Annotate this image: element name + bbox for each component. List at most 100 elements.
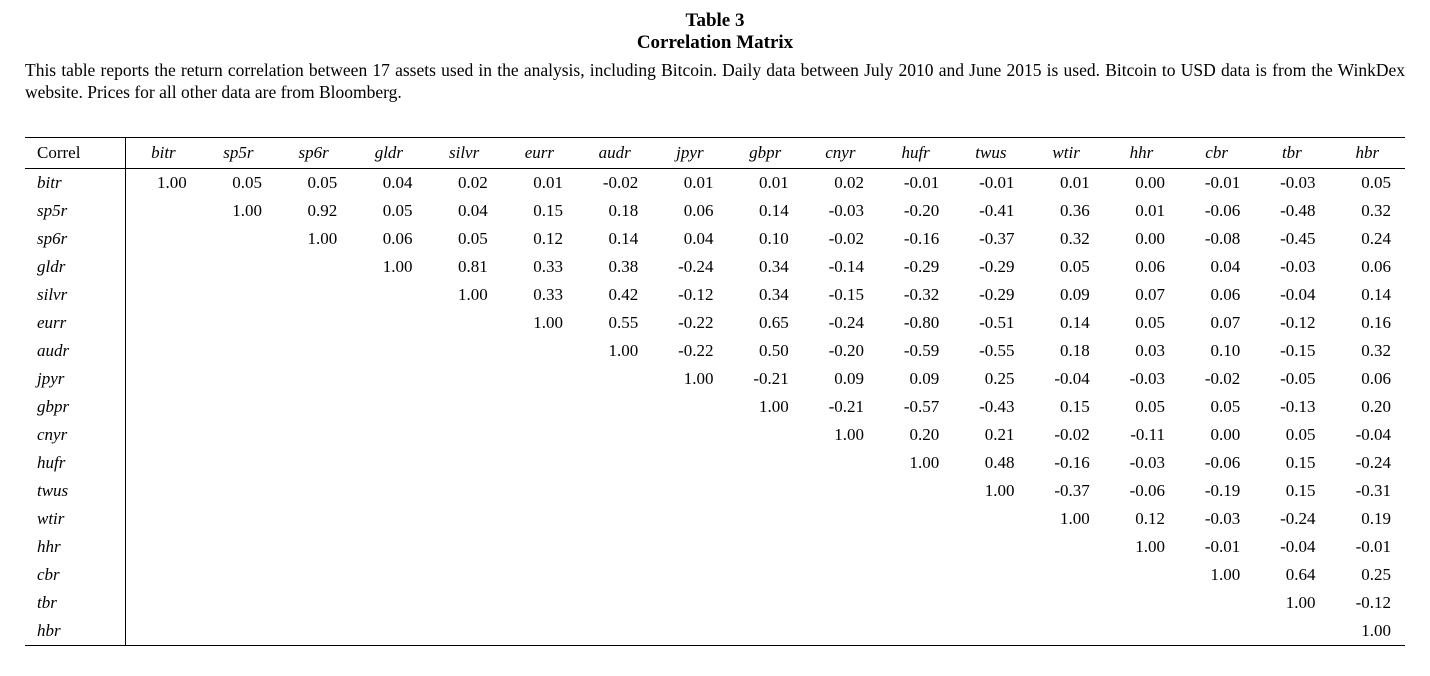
column-header-cnyr: cnyr (802, 137, 878, 169)
cell-hhr-wtir (1029, 533, 1104, 561)
cell-tbr-hufr (878, 589, 953, 617)
cell-sp5r-silvr: 0.04 (458, 201, 488, 220)
cell-eurr-gbpr: 0.65 (759, 313, 789, 332)
cell-sp5r-bitr (126, 197, 201, 225)
cell-hufr-bitr (126, 449, 201, 477)
cell-tbr-cbr (1179, 589, 1254, 617)
cell-wtir-cbr: -0.03 (1204, 509, 1241, 528)
cell-cbr-cnyr (803, 561, 878, 589)
cell-audr-wtir: 0.18 (1060, 341, 1090, 360)
row-label-jpyr: jpyr (25, 365, 126, 393)
cell-gldr-wtir: 0.05 (1060, 257, 1090, 276)
cell-hbr-wtir (1029, 617, 1104, 646)
row-label-hhr: hhr (25, 533, 126, 561)
cell-hbr-cnyr (803, 617, 878, 646)
cell-sp5r-sp5r: 1.00 (232, 201, 262, 220)
cell-sp6r-hbr: 0.24 (1361, 229, 1391, 248)
cell-cbr-wtir (1029, 561, 1104, 589)
cell-hufr-cnyr (803, 449, 878, 477)
cell-gbpr-audr (577, 393, 652, 421)
cell-hbr-silvr (427, 617, 502, 646)
column-header-tbr: tbr (1254, 137, 1330, 169)
cell-sp5r-gbpr: 0.14 (759, 201, 789, 220)
cell-cbr-eurr (502, 561, 577, 589)
cell-hbr-audr (577, 617, 652, 646)
cell-gldr-twus: -0.29 (979, 257, 1015, 276)
cell-hufr-silvr (427, 449, 502, 477)
column-header-jpyr: jpyr (652, 137, 728, 169)
table-description: This table reports the return correlatio… (25, 60, 1405, 102)
cell-audr-silvr (427, 337, 502, 365)
cell-bitr-tbr: -0.03 (1280, 173, 1316, 192)
table-row-audr: audr 1.00 -0.22 0.50 -0.20 -0.59 -0.55 0.18 0.03… (25, 337, 1405, 365)
cell-wtir-sp6r (276, 505, 351, 533)
cell-hufr-cbr: -0.06 (1204, 453, 1241, 472)
cell-hhr-sp5r (201, 533, 276, 561)
cell-sp6r-gbpr: 0.10 (759, 229, 789, 248)
cell-eurr-eurr: 1.00 (533, 313, 563, 332)
cell-jpyr-tbr: -0.05 (1280, 369, 1316, 388)
cell-gbpr-eurr (502, 393, 577, 421)
row-label-cbr: cbr (25, 561, 126, 589)
cell-hhr-cbr: -0.01 (1204, 537, 1241, 556)
row-label-gldr: gldr (25, 253, 126, 281)
cell-hhr-tbr: -0.04 (1280, 537, 1316, 556)
cell-cnyr-cnyr: 1.00 (834, 425, 864, 444)
cell-twus-cnyr (803, 477, 878, 505)
cell-silvr-silvr: 1.00 (458, 285, 488, 304)
cell-gldr-bitr (126, 253, 201, 281)
cell-bitr-sp5r: 0.05 (232, 173, 262, 192)
cell-eurr-hufr: -0.80 (903, 313, 940, 332)
cell-jpyr-sp6r (276, 365, 351, 393)
cell-sp5r-hhr: 0.01 (1135, 201, 1165, 220)
cell-silvr-twus: -0.29 (979, 285, 1015, 304)
cell-wtir-hbr: 0.19 (1361, 509, 1391, 528)
cell-wtir-silvr (427, 505, 502, 533)
table-row-gldr: gldr 1.00 0.81 0.33 0.38 -0.24 0.34 -0.14 -0.29 -… (25, 253, 1405, 281)
cell-bitr-twus: -0.01 (979, 173, 1015, 192)
cell-tbr-gldr (351, 589, 426, 617)
cell-tbr-twus (953, 589, 1028, 617)
cell-audr-cbr: 0.10 (1210, 341, 1241, 360)
cell-cbr-gldr (351, 561, 426, 589)
cell-twus-twus: 1.00 (984, 481, 1015, 500)
cell-cbr-bitr (126, 561, 201, 589)
cell-gbpr-gldr (351, 393, 426, 421)
cell-gbpr-cnyr: -0.21 (828, 397, 864, 416)
cell-gbpr-hbr: 0.20 (1361, 397, 1391, 416)
cell-hufr-sp5r (201, 449, 276, 477)
cell-audr-hbr: 0.32 (1361, 341, 1391, 360)
table-header: Correl bitr sp5r sp6r gldr silvr eurr audr jpyr g… (25, 137, 1405, 169)
cell-cnyr-jpyr (652, 421, 727, 449)
cell-gldr-cbr: 0.04 (1210, 257, 1241, 276)
cell-gldr-hbr: 0.06 (1361, 257, 1391, 276)
table-row-gbpr: gbpr 1.00 -0.21 -0.57 -0.43 0.15 0.05 0.05 -0.13… (25, 393, 1405, 421)
row-label-wtir: wtir (25, 505, 126, 533)
cell-eurr-twus: -0.51 (979, 313, 1015, 332)
row-label-cnyr: cnyr (25, 421, 126, 449)
row-label-bitr: bitr (25, 168, 126, 197)
cell-gbpr-bitr (126, 393, 201, 421)
cell-hbr-jpyr (652, 617, 727, 646)
cell-gbpr-sp6r (276, 393, 351, 421)
cell-hufr-gldr (351, 449, 426, 477)
cell-gbpr-sp5r (201, 393, 276, 421)
table-row-sp6r: sp6r 1.00 0.06 0.05 0.12 0.14 0.04 0.10 -0.02 -0.… (25, 225, 1405, 253)
cell-cnyr-sp6r (276, 421, 351, 449)
cell-hufr-jpyr (652, 449, 727, 477)
cell-cbr-tbr: 0.64 (1285, 565, 1316, 584)
table-row-silvr: silvr 1.00 0.33 0.42 -0.12 0.34 -0.15 -0.32 -0.2… (25, 281, 1405, 309)
cell-bitr-silvr: 0.02 (458, 173, 488, 192)
table-row-sp5r: sp5r 1.00 0.92 0.05 0.04 0.15 0.18 0.06 0.14 -0.0… (25, 197, 1405, 225)
cell-silvr-gldr (351, 281, 426, 309)
cell-silvr-wtir: 0.09 (1060, 285, 1090, 304)
cell-tbr-sp6r (276, 589, 351, 617)
cell-wtir-gbpr (728, 505, 803, 533)
cell-sp6r-tbr: -0.45 (1280, 229, 1316, 248)
cell-tbr-audr (577, 589, 652, 617)
cell-sp6r-eurr: 0.12 (533, 229, 563, 248)
cell-twus-bitr (126, 477, 201, 505)
cell-bitr-hhr: 0.00 (1135, 173, 1165, 192)
cell-cbr-hhr (1104, 561, 1179, 589)
cell-audr-jpyr: -0.22 (678, 341, 714, 360)
